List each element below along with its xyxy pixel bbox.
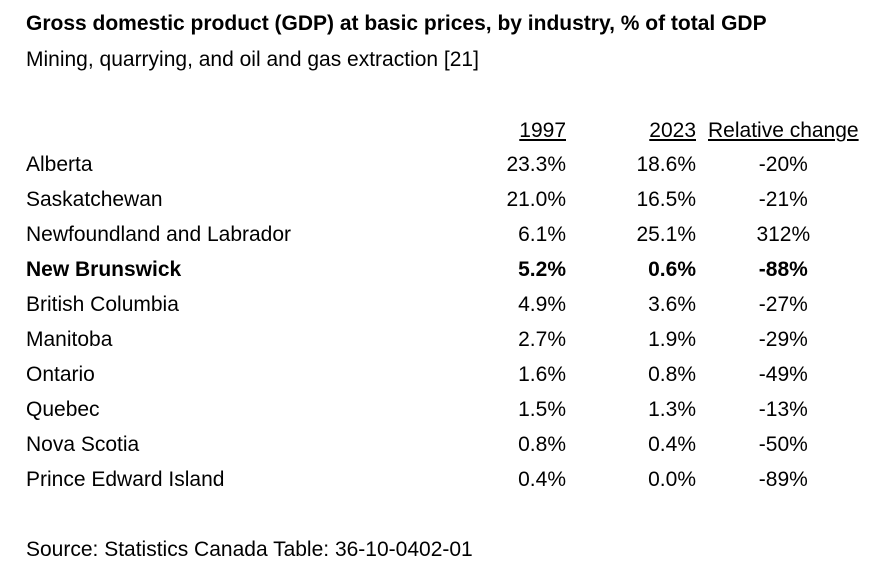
province-cell: Nova Scotia bbox=[26, 433, 140, 456]
value-1997-cell: 23.3% bbox=[506, 153, 566, 176]
header-relative-change: Relative change bbox=[708, 119, 859, 142]
value-1997-cell: 21.0% bbox=[506, 188, 566, 211]
value-1997-cell: 1.5% bbox=[518, 398, 566, 421]
relative-change-cell: -13% bbox=[758, 398, 808, 421]
value-1997-cell: 0.4% bbox=[518, 468, 566, 491]
table-row: Prince Edward Island 0.4% 0.0% -89% bbox=[20, 462, 865, 497]
province-cell: Saskatchewan bbox=[26, 188, 163, 211]
value-2023-cell: 0.4% bbox=[648, 433, 696, 456]
relative-change-cell: -29% bbox=[758, 328, 808, 351]
page-title: Gross domestic product (GDP) at basic pr… bbox=[26, 12, 767, 35]
header-1997: 1997 bbox=[519, 119, 566, 142]
table-row: Nova Scotia 0.8% 0.4% -50% bbox=[20, 427, 865, 462]
table-row: Saskatchewan 21.0% 16.5% -21% bbox=[20, 182, 865, 217]
value-1997-cell: 1.6% bbox=[518, 363, 566, 386]
page-subtitle: Mining, quarrying, and oil and gas extra… bbox=[26, 48, 479, 71]
province-cell: Newfoundland and Labrador bbox=[26, 223, 292, 246]
table-row: New Brunswick 5.2% 0.6% -88% bbox=[20, 252, 865, 287]
table-row: Newfoundland and Labrador 6.1% 25.1% 312% bbox=[20, 217, 865, 252]
value-2023-cell: 16.5% bbox=[636, 188, 696, 211]
table-row: Manitoba 2.7% 1.9% -29% bbox=[20, 322, 865, 357]
table-row: British Columbia 4.9% 3.6% -27% bbox=[20, 287, 865, 322]
province-cell: British Columbia bbox=[26, 293, 179, 316]
table-row: Quebec 1.5% 1.3% -13% bbox=[20, 392, 865, 427]
province-cell: Quebec bbox=[26, 398, 100, 421]
relative-change-cell: -21% bbox=[758, 188, 808, 211]
header-province bbox=[20, 115, 450, 147]
gdp-table: 1997 2023 Relative change Alberta 23.3% 18… bbox=[20, 115, 865, 497]
value-1997-cell: 0.8% bbox=[518, 433, 566, 456]
value-2023-cell: 3.6% bbox=[648, 293, 696, 316]
header-2023: 2023 bbox=[649, 119, 696, 142]
value-2023-cell: 1.3% bbox=[648, 398, 696, 421]
province-cell: New Brunswick bbox=[26, 258, 182, 281]
value-2023-cell: 25.1% bbox=[636, 223, 696, 246]
value-2023-cell: 0.6% bbox=[648, 258, 696, 281]
province-cell: Ontario bbox=[26, 363, 95, 386]
table-row: Ontario 1.6% 0.8% -49% bbox=[20, 357, 865, 392]
relative-change-cell: -27% bbox=[758, 293, 808, 316]
value-1997-cell: 5.2% bbox=[518, 258, 566, 281]
province-cell: Alberta bbox=[26, 153, 93, 176]
value-1997-cell: 4.9% bbox=[518, 293, 566, 316]
value-2023-cell: 1.9% bbox=[648, 328, 696, 351]
relative-change-cell: -88% bbox=[758, 258, 808, 281]
relative-change-cell: 312% bbox=[756, 223, 811, 246]
province-cell: Manitoba bbox=[26, 328, 113, 351]
province-cell: Prince Edward Island bbox=[26, 468, 225, 491]
value-1997-cell: 6.1% bbox=[518, 223, 566, 246]
relative-change-cell: -20% bbox=[758, 153, 808, 176]
table-body: Alberta 23.3% 18.6% -20% Saskatchewan 21.0% 16… bbox=[20, 147, 865, 497]
table-row: Alberta 23.3% 18.6% -20% bbox=[20, 147, 865, 182]
table-header-row: 1997 2023 Relative change bbox=[20, 115, 865, 147]
value-2023-cell: 0.8% bbox=[648, 363, 696, 386]
value-2023-cell: 18.6% bbox=[636, 153, 696, 176]
relative-change-cell: -89% bbox=[758, 468, 808, 491]
relative-change-cell: -50% bbox=[758, 433, 808, 456]
relative-change-cell: -49% bbox=[758, 363, 808, 386]
value-1997-cell: 2.7% bbox=[518, 328, 566, 351]
source-note: Source: Statistics Canada Table: 36-10-0… bbox=[26, 538, 473, 561]
value-2023-cell: 0.0% bbox=[648, 468, 696, 491]
